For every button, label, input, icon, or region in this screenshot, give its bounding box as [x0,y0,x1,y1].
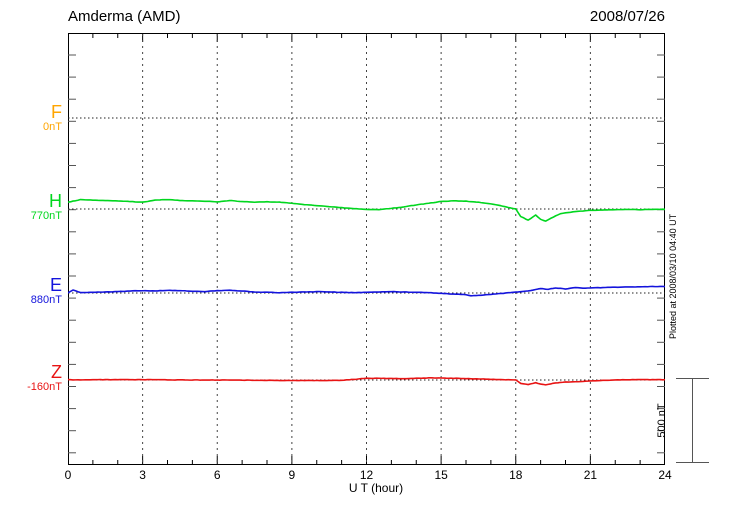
plotted-timestamp: Plotted at 2008/03/10 04:40 UT [668,213,678,339]
component-label-f: F 0nT [43,103,62,134]
x-tick-0: 0 [64,468,72,482]
x-tick-15: 15 [434,468,448,482]
component-label-e: E 880nT [31,276,62,307]
x-tick-24: 24 [658,468,672,482]
x-tick-6: 6 [213,468,221,482]
observation-date: 2008/07/26 [589,8,665,25]
plot-svg [68,33,665,465]
x-tick-21: 21 [583,468,598,482]
component-label-h: H 770nT [31,192,62,223]
page-title: Amderma (AMD) [68,8,181,25]
component-baseline-f: 0nT [43,121,62,133]
scale-bar-line [692,378,693,463]
x-tick-18: 18 [509,468,523,482]
x-axis-title: U T (hour) [0,481,730,495]
scale-bar-label: 500 nT [656,403,668,438]
component-label-z: Z -160nT [27,363,62,394]
x-tick-3: 3 [139,468,146,482]
scale-bar: 500 nT [656,378,715,464]
component-letter-f: F [51,102,62,122]
x-tick-12: 12 [359,468,374,482]
component-letter-h: H [49,191,62,211]
plot-area [68,33,665,465]
scale-bar-bottom-cap [676,462,709,463]
component-baseline-z: -160nT [27,381,62,393]
x-tick-9: 9 [288,468,296,482]
x-axis-title-text: U T (hour) [348,481,404,495]
component-letter-z: Z [51,362,62,382]
component-baseline-h: 770nT [30,210,62,222]
component-baseline-e: 880nT [30,294,62,306]
component-letter-e: E [49,275,62,295]
